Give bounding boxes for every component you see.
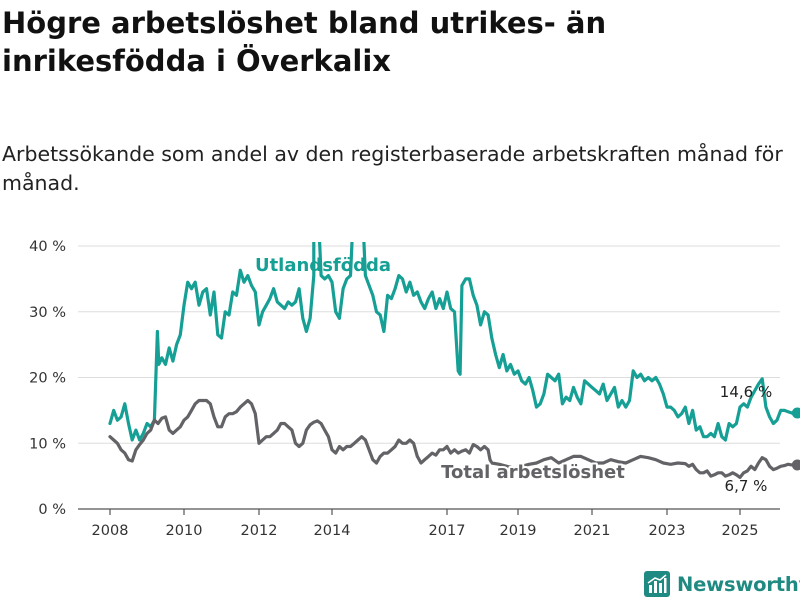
brand-name: Newsworthy [677,572,800,596]
x-tick-label: 2017 [429,523,466,539]
y-tick-label: 40 % [29,239,66,255]
end-label-total: 6,7 % [725,477,768,495]
end-label-utlandsfodda: 14,6 % [720,383,772,401]
series-label-utlandsfodda: Utlandsfödda [255,255,391,276]
series-line-utlandsfodda [108,242,799,442]
chart-labels: Utlandsfödda Total arbetslöshet 14,6 % 6,7 … [255,255,772,495]
series-line-total [108,398,799,479]
chart-axes: 0 % 10 % 20 % 30 % 40 % 2008 2010 2012 2014 2017 2… [29,239,758,539]
x-tick-label: 2021 [574,523,611,539]
brand-logo[interactable]: Newsworthy [644,569,800,599]
x-tick-label: 2010 [166,523,203,539]
y-tick-label: 30 % [29,305,66,321]
chart-grid [78,245,780,510]
x-tick-label: 2025 [722,523,759,539]
x-tick-label: 2019 [500,523,537,539]
series-label-total: Total arbetslöshet [441,462,625,483]
y-tick-label: 20 % [29,371,66,387]
chart-series [108,242,800,479]
chart-subtitle: Arbetssökande som andel av den registerb… [2,142,783,195]
x-tick-label: 2014 [314,523,351,539]
chart-title: Högre arbetslöshet bland utrikes- än inr… [2,6,607,78]
y-tick-label: 0 % [38,502,66,518]
series-endpoint-utlandsfodda [791,407,800,419]
x-tick-label: 2008 [92,523,129,539]
y-tick-label: 10 % [29,436,66,452]
newsworthy-logo-icon [644,571,670,597]
x-tick-label: 2023 [649,523,686,539]
series-endpoint-total [791,459,800,471]
x-tick-label: 2012 [241,523,278,539]
